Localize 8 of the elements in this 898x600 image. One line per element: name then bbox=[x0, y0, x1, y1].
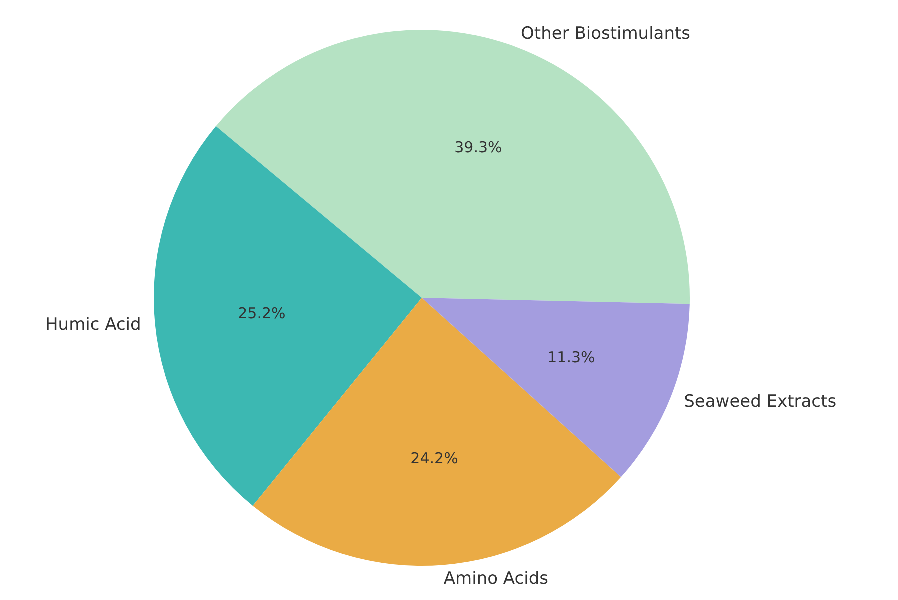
data-label: 39.3% bbox=[454, 138, 502, 156]
slice-label: Amino Acids bbox=[444, 569, 549, 590]
slice-label: Seaweed Extracts bbox=[684, 392, 837, 412]
data-label: 25.2% bbox=[238, 304, 286, 323]
slice-label: Humic Acid bbox=[46, 315, 142, 336]
data-label: 11.3% bbox=[548, 348, 596, 366]
data-label: 24.2% bbox=[410, 449, 458, 468]
slice-label: Other Biostimulants bbox=[521, 24, 691, 44]
